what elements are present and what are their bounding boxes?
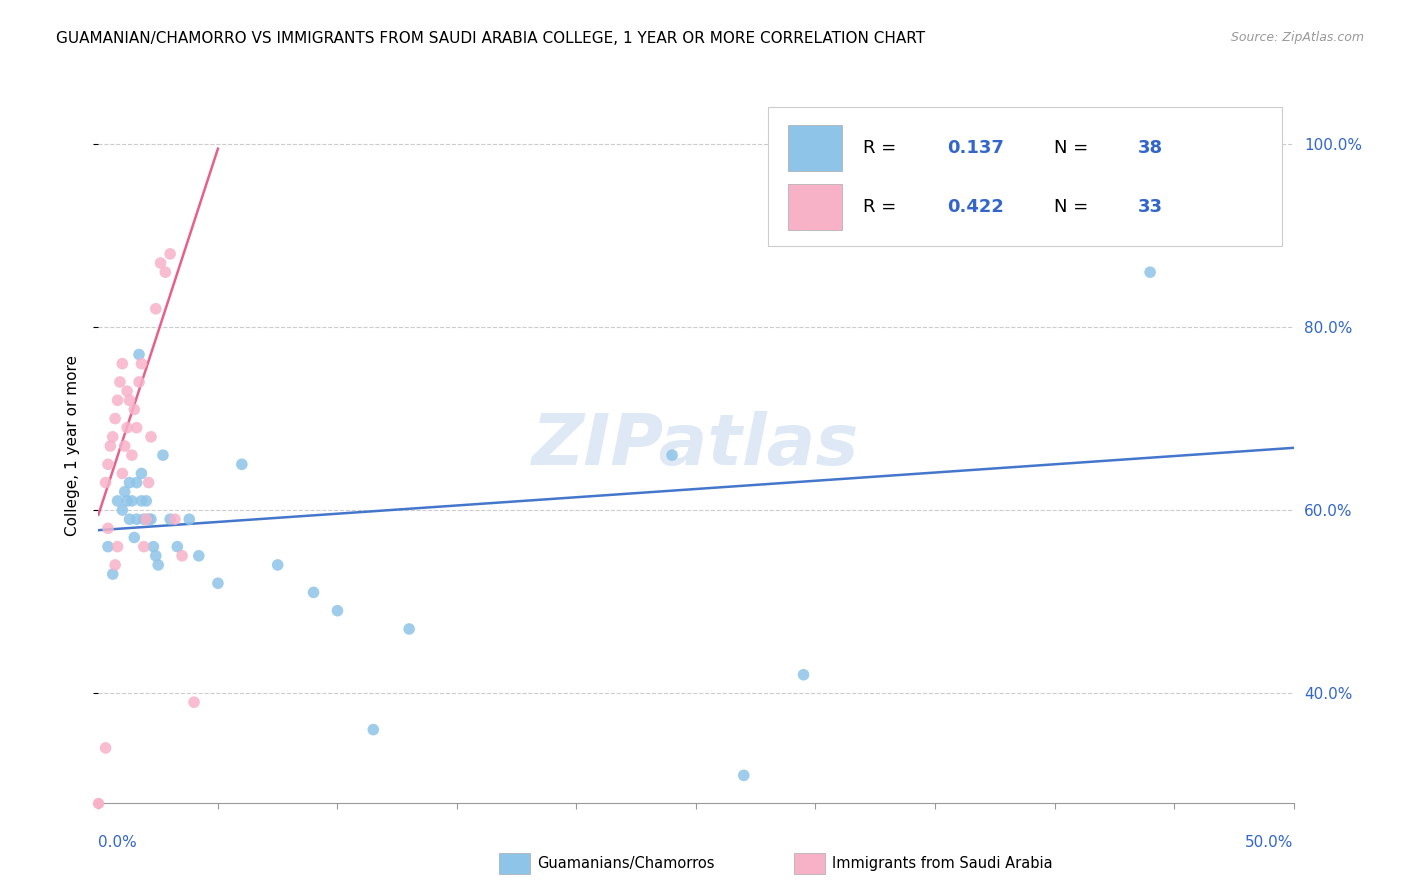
Text: 50.0%: 50.0% xyxy=(1246,836,1294,850)
FancyBboxPatch shape xyxy=(787,184,842,230)
Point xyxy=(231,458,253,472)
Point xyxy=(111,467,134,481)
Point xyxy=(363,723,385,737)
Point xyxy=(125,475,148,490)
Point xyxy=(148,558,170,572)
Point xyxy=(118,475,141,490)
Point xyxy=(139,512,162,526)
Point xyxy=(179,512,201,526)
Point xyxy=(124,531,146,545)
Point xyxy=(152,448,174,462)
Point xyxy=(163,512,186,526)
Text: Guamanians/Chamorros: Guamanians/Chamorros xyxy=(537,856,714,871)
Point xyxy=(138,512,160,526)
Text: N =: N = xyxy=(1054,198,1094,216)
Point xyxy=(98,439,122,453)
Point xyxy=(115,494,138,508)
Text: 33: 33 xyxy=(1139,198,1163,216)
FancyBboxPatch shape xyxy=(768,107,1282,246)
Point xyxy=(107,494,129,508)
Point xyxy=(124,402,146,417)
Text: 38: 38 xyxy=(1139,139,1163,157)
Point xyxy=(661,448,683,462)
Text: ZIPatlas: ZIPatlas xyxy=(533,411,859,481)
Point xyxy=(94,475,117,490)
Point xyxy=(302,585,325,599)
Point xyxy=(104,411,127,425)
Point xyxy=(132,512,155,526)
Point xyxy=(101,567,124,582)
Point xyxy=(135,494,157,508)
Text: N =: N = xyxy=(1054,139,1094,157)
Point xyxy=(111,357,134,371)
Point xyxy=(97,458,120,472)
Point xyxy=(118,512,141,526)
Text: R =: R = xyxy=(863,139,903,157)
Point xyxy=(115,420,138,434)
Text: 0.0%: 0.0% xyxy=(98,836,138,850)
Point xyxy=(121,494,143,508)
Point xyxy=(104,558,127,572)
Y-axis label: College, 1 year or more: College, 1 year or more xyxy=(65,356,80,536)
Text: 0.137: 0.137 xyxy=(948,139,1004,157)
Point xyxy=(114,439,136,453)
Point xyxy=(159,512,181,526)
Point xyxy=(128,375,150,389)
Point xyxy=(114,484,136,499)
Point xyxy=(145,549,167,563)
Point xyxy=(398,622,420,636)
Point xyxy=(142,540,165,554)
Point xyxy=(131,467,153,481)
Point xyxy=(125,512,148,526)
Point xyxy=(108,375,131,389)
Point xyxy=(207,576,229,591)
Point xyxy=(125,420,148,434)
Point xyxy=(131,357,153,371)
Point xyxy=(159,247,181,261)
Point xyxy=(131,494,153,508)
Text: R =: R = xyxy=(863,198,903,216)
Point xyxy=(118,393,141,408)
Point xyxy=(149,256,172,270)
Point xyxy=(107,393,129,408)
Point xyxy=(155,265,177,279)
Point xyxy=(793,667,815,681)
Text: Immigrants from Saudi Arabia: Immigrants from Saudi Arabia xyxy=(832,856,1053,871)
Point xyxy=(187,549,209,563)
Point xyxy=(183,695,205,709)
Text: GUAMANIAN/CHAMORRO VS IMMIGRANTS FROM SAUDI ARABIA COLLEGE, 1 YEAR OR MORE CORRE: GUAMANIAN/CHAMORRO VS IMMIGRANTS FROM SA… xyxy=(56,31,925,46)
FancyBboxPatch shape xyxy=(787,125,842,171)
Point xyxy=(121,448,143,462)
Point xyxy=(101,430,124,444)
Point xyxy=(94,740,117,755)
Point xyxy=(166,540,188,554)
Point xyxy=(326,604,349,618)
Point xyxy=(97,521,120,535)
Point xyxy=(267,558,290,572)
Point xyxy=(138,475,160,490)
Point xyxy=(107,540,129,554)
Point xyxy=(172,549,194,563)
Point xyxy=(139,430,162,444)
Point xyxy=(111,503,134,517)
Point xyxy=(128,347,150,361)
Point xyxy=(733,768,755,782)
Text: 0.422: 0.422 xyxy=(948,198,1004,216)
Point xyxy=(1139,265,1161,279)
Point xyxy=(97,540,120,554)
Point xyxy=(145,301,167,316)
Text: Source: ZipAtlas.com: Source: ZipAtlas.com xyxy=(1230,31,1364,45)
Point xyxy=(135,512,157,526)
Point xyxy=(132,540,155,554)
Point xyxy=(115,384,138,398)
